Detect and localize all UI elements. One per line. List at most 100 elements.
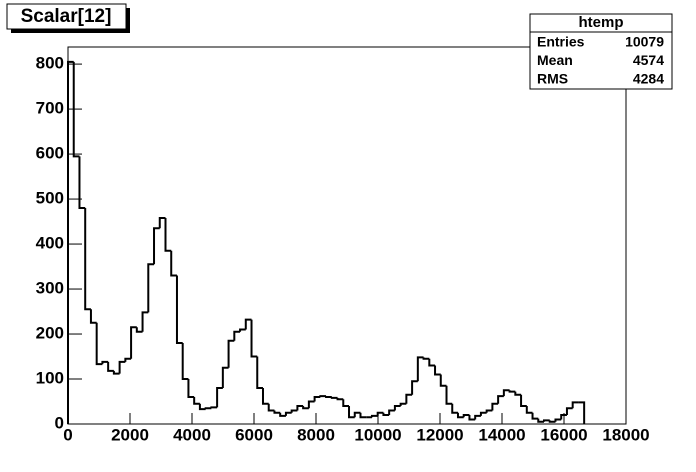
histogram-bin [67,60,74,424]
x-tick-label: 6000 [235,425,273,444]
histogram-bin [250,319,258,358]
y-tick-label: 500 [36,189,64,208]
histogram-bin [147,263,155,313]
histogram-bin [468,415,476,421]
histogram-bin [124,357,132,362]
histogram-bin [256,356,263,390]
histogram-bin [497,395,504,404]
histogram-bin [439,374,447,387]
histogram-bin [141,311,149,332]
histogram-bin [353,411,361,418]
histogram-bin [153,227,160,265]
y-tick-label: 200 [36,324,64,343]
histogram-bin [348,406,355,419]
histogram-bin [537,418,545,423]
title-box [6,3,127,30]
histogram-bin [485,409,493,413]
stats-label: RMS [537,71,568,87]
histogram-bin [198,403,206,411]
x-tick-label: 18000 [602,425,649,444]
histogram-bin [411,380,418,395]
histogram-bin [101,360,109,365]
histogram-bin [233,330,241,341]
histogram-bin [571,401,579,409]
histogram-bin [405,393,413,404]
histogram-bin [158,216,166,229]
histogram-bin [422,357,430,360]
x-tick-label: 8000 [297,425,335,444]
y-tick-label: 800 [36,54,64,73]
histogram-bin [175,275,183,345]
histogram-bin [170,250,177,277]
histogram-bin [428,358,436,367]
histogram-bin [462,414,470,418]
y-tick-label: 700 [36,99,64,118]
histogram-bin [434,365,441,376]
plot-frame [67,46,627,425]
histogram-bin [307,400,315,409]
histogram-bin [164,217,172,252]
stats-value: 10079 [625,34,664,50]
histogram-bin [261,388,269,405]
histogram-bin [210,406,218,409]
histogram-bin [560,414,567,420]
histogram-bin [72,61,80,158]
y-tick-label: 400 [36,234,64,253]
histogram-bin [565,407,573,416]
histogram-bin [313,396,321,402]
y-tick-label: 600 [36,144,64,163]
histogram-bin [187,379,195,399]
histogram-bin [107,361,114,372]
histogram-bin [382,412,390,417]
histogram-bin [181,343,189,381]
histogram-bin [95,322,103,366]
histogram-bin [456,412,464,419]
histogram-bin [244,318,252,330]
histogram-bin [336,397,344,401]
histogram-bin [227,339,235,368]
histogram-bin [204,407,212,410]
histogram-bin [508,390,516,393]
histogram-bin [279,412,286,417]
histogram-bin [302,406,309,410]
histogram-bin [130,326,137,359]
histogram-bin [89,309,97,324]
histogram-bin [239,328,246,332]
stats-value: 4574 [633,52,664,68]
chart-title: Scalar[12] [21,6,112,27]
histogram-bin [342,399,350,408]
y-tick-label: 0 [55,413,64,432]
x-tick-label: 10000 [354,425,401,444]
stats-value: 4284 [633,71,664,87]
histogram-bin [445,385,453,405]
histogram-bin [221,366,229,389]
histogram-bin [474,414,481,420]
histogram-bin [399,402,407,407]
histogram-bin [359,412,367,419]
histogram-bin [284,411,292,416]
histogram-bin [479,411,487,416]
stats-label: Entries [537,34,585,50]
histogram-bin [296,405,304,411]
histogram-bin [325,396,332,399]
histogram-bin [370,414,378,418]
histogram-bin [267,403,275,412]
histogram-bin [193,397,200,405]
histogram-bin [393,405,401,411]
histogram-bin [376,411,384,416]
stats-box [529,13,673,90]
histogram-bin [330,396,338,399]
histogram-bin [388,409,395,416]
x-tick-label: 4000 [173,425,211,444]
histogram-bin [543,419,550,422]
x-tick-label: 16000 [540,425,587,444]
histogram-bin [135,327,143,333]
histogram-bin [531,412,539,420]
histogram-bin [78,156,86,210]
histogram-bin [548,420,556,423]
x-tick-label: 2000 [111,425,149,444]
histogram-bin [525,406,533,414]
histogram-bin [578,401,586,424]
histogram-bin [84,208,91,311]
